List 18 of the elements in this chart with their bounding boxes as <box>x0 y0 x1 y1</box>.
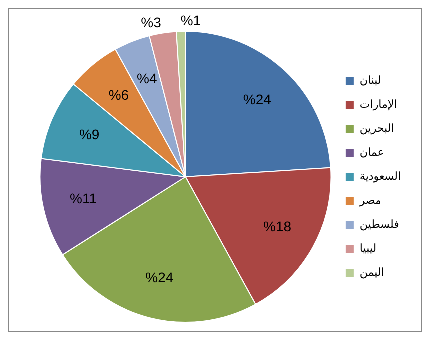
data-label: %18 <box>264 218 292 234</box>
legend-label: الإمارات <box>360 98 398 111</box>
legend-label: لبنان <box>360 74 382 87</box>
legend-label: البحرين <box>360 122 394 135</box>
legend-label: ليبيا <box>360 242 377 255</box>
data-label: %6 <box>108 87 130 104</box>
legend-label: اليمن <box>360 266 384 279</box>
legend-label: عمان <box>360 146 384 159</box>
data-label: %24 <box>243 91 272 108</box>
legend-label: فلسطين <box>360 218 400 231</box>
data-label: %9 <box>79 126 100 142</box>
data-label: %24 <box>146 269 174 286</box>
legend-label: السعودية <box>360 170 402 183</box>
data-label: %11 <box>70 190 98 207</box>
data-label: %3 <box>141 14 162 30</box>
data-label: %1 <box>180 12 202 28</box>
legend-label: مصر <box>358 194 382 207</box>
data-label: %4 <box>137 70 158 86</box>
